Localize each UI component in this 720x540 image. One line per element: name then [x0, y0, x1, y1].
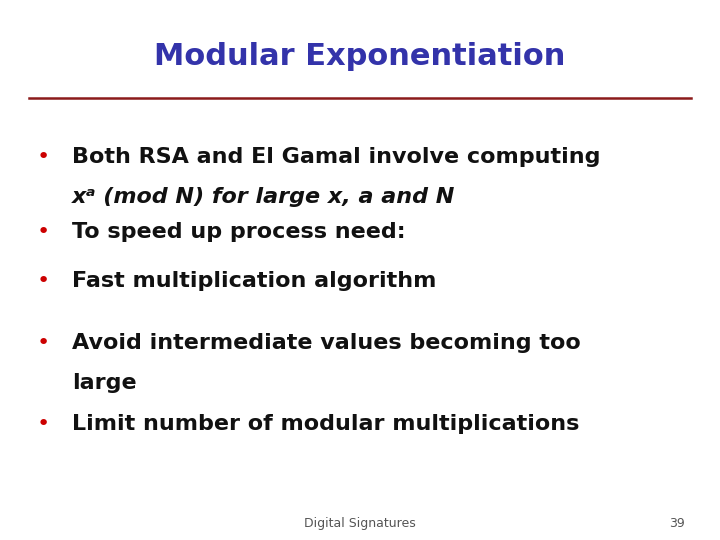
Text: Both RSA and El Gamal involve computing: Both RSA and El Gamal involve computing	[72, 146, 600, 167]
Text: •: •	[37, 146, 50, 167]
Text: xᵃ (mod ​N) for large x, a and N: xᵃ (mod ​N) for large x, a and N	[72, 187, 455, 207]
Text: Digital Signatures: Digital Signatures	[304, 517, 416, 530]
Text: Modular Exponentiation: Modular Exponentiation	[154, 42, 566, 71]
Text: Fast multiplication algorithm: Fast multiplication algorithm	[72, 271, 436, 291]
Text: •: •	[37, 271, 50, 291]
Text: •: •	[37, 414, 50, 434]
Text: •: •	[37, 333, 50, 353]
Text: Avoid intermediate values becoming too: Avoid intermediate values becoming too	[72, 333, 581, 353]
Text: 39: 39	[669, 517, 685, 530]
Text: To speed up process need:: To speed up process need:	[72, 222, 405, 242]
Text: •: •	[37, 222, 50, 242]
Text: Limit number of modular multiplications: Limit number of modular multiplications	[72, 414, 580, 434]
Text: large: large	[72, 373, 137, 394]
